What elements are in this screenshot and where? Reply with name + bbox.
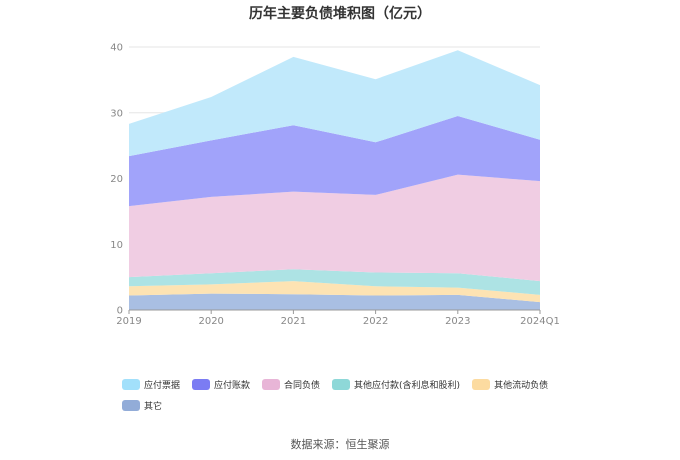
legend-swatch	[472, 379, 491, 390]
x-tick-label: 2022	[363, 316, 388, 327]
y-axis: 0 10 20 30 40	[110, 43, 123, 317]
y-tick-label: 20	[110, 174, 123, 185]
legend-swatch	[122, 379, 140, 390]
area-series-应付账款	[129, 116, 540, 207]
legend-item-other-current-liabilities[interactable]: 其他流动负债	[472, 378, 548, 391]
legend-label: 应付账款	[214, 381, 251, 391]
legend: 应付票据 应付账款 合同负债 其他应付款(含利息和股利) 其他流动负债 其它	[122, 378, 592, 412]
legend-swatch	[332, 379, 351, 390]
x-axis: 2019 2020 2021 2022 2023 2024Q1	[116, 309, 560, 327]
y-tick-label: 10	[110, 240, 123, 251]
legend-label: 其它	[144, 402, 163, 412]
data-source: 数据来源：恒生聚源	[290, 438, 390, 451]
legend-item-other[interactable]: 其它	[122, 399, 162, 412]
area-series-其他应付款(含利息和股利)	[129, 269, 540, 295]
legend-swatch	[262, 379, 281, 390]
legend-swatch	[192, 379, 211, 390]
legend-item-other-payables[interactable]: 其他应付款(含利息和股利)	[332, 378, 460, 391]
x-tick-label: 2019	[116, 316, 141, 327]
y-tick-label: 30	[110, 108, 123, 119]
legend-label: 其他应付款(含利息和股利)	[354, 381, 461, 391]
x-tick-label: 2023	[445, 316, 470, 327]
x-tick-label: 2020	[198, 316, 223, 327]
legend-label: 合同负债	[284, 381, 321, 391]
legend-label: 应付票据	[144, 381, 181, 391]
y-tick-label: 0	[117, 306, 123, 317]
y-tick-label: 40	[110, 43, 123, 54]
x-tick-label: 2021	[281, 316, 306, 327]
area-series-应付票据	[129, 50, 540, 157]
area-series-其它	[129, 293, 540, 310]
area-series-合同负债	[129, 174, 540, 282]
chart-title: 历年主要负债堆积图（亿元）	[249, 6, 431, 22]
legend-swatch	[122, 400, 140, 411]
area-series-其他流动负债	[129, 281, 540, 303]
legend-item-contract-liabilities[interactable]: 合同负债	[262, 378, 320, 391]
x-tick-label: 2024Q1	[520, 316, 560, 327]
legend-label: 其他流动负债	[494, 381, 549, 391]
area-series	[129, 50, 540, 310]
legend-item-accounts-payable[interactable]: 应付账款	[192, 378, 250, 391]
legend-item-notes-payable[interactable]: 应付票据	[122, 378, 180, 391]
